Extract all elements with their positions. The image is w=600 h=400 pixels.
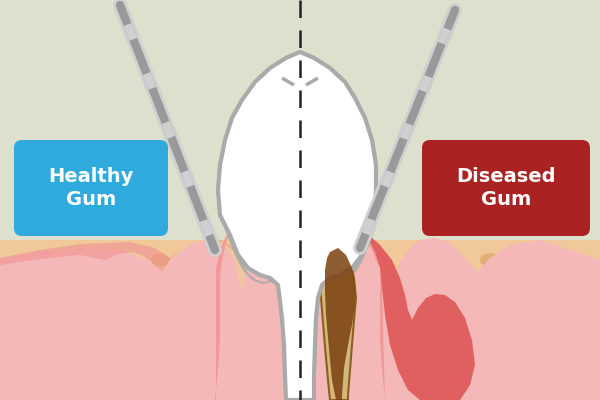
Ellipse shape [390, 332, 410, 348]
Polygon shape [284, 225, 316, 400]
Ellipse shape [68, 301, 92, 319]
Polygon shape [360, 230, 475, 400]
Polygon shape [316, 240, 356, 400]
Ellipse shape [44, 342, 66, 358]
Ellipse shape [544, 277, 566, 293]
Ellipse shape [419, 366, 441, 384]
Polygon shape [0, 238, 244, 278]
Polygon shape [218, 52, 376, 400]
Text: Healthy
Gum: Healthy Gum [49, 167, 134, 209]
Ellipse shape [439, 282, 461, 298]
Ellipse shape [89, 277, 111, 293]
Ellipse shape [231, 333, 249, 347]
Ellipse shape [242, 294, 258, 306]
FancyBboxPatch shape [422, 140, 590, 236]
Ellipse shape [107, 320, 133, 340]
Polygon shape [218, 52, 376, 400]
Ellipse shape [323, 265, 337, 275]
Ellipse shape [26, 373, 44, 387]
Ellipse shape [488, 311, 512, 329]
Ellipse shape [351, 333, 369, 347]
Ellipse shape [490, 388, 510, 400]
Ellipse shape [480, 253, 500, 267]
Text: Diseased
Gum: Diseased Gum [456, 167, 556, 209]
Ellipse shape [360, 382, 380, 398]
Ellipse shape [145, 362, 165, 378]
Ellipse shape [26, 260, 54, 280]
Polygon shape [0, 238, 600, 400]
Ellipse shape [178, 346, 202, 364]
Ellipse shape [556, 373, 574, 387]
Polygon shape [0, 240, 600, 400]
Ellipse shape [547, 320, 573, 340]
Polygon shape [218, 212, 292, 284]
Polygon shape [308, 212, 380, 284]
Ellipse shape [342, 294, 358, 306]
Ellipse shape [510, 348, 530, 362]
Ellipse shape [90, 388, 110, 400]
Ellipse shape [526, 260, 554, 280]
Ellipse shape [398, 346, 422, 364]
Polygon shape [0, 222, 288, 400]
Polygon shape [325, 248, 355, 400]
Ellipse shape [263, 265, 277, 275]
FancyBboxPatch shape [14, 140, 168, 236]
Ellipse shape [471, 373, 489, 387]
Ellipse shape [220, 382, 240, 398]
Ellipse shape [419, 262, 441, 278]
Ellipse shape [151, 254, 169, 266]
Polygon shape [312, 230, 600, 400]
